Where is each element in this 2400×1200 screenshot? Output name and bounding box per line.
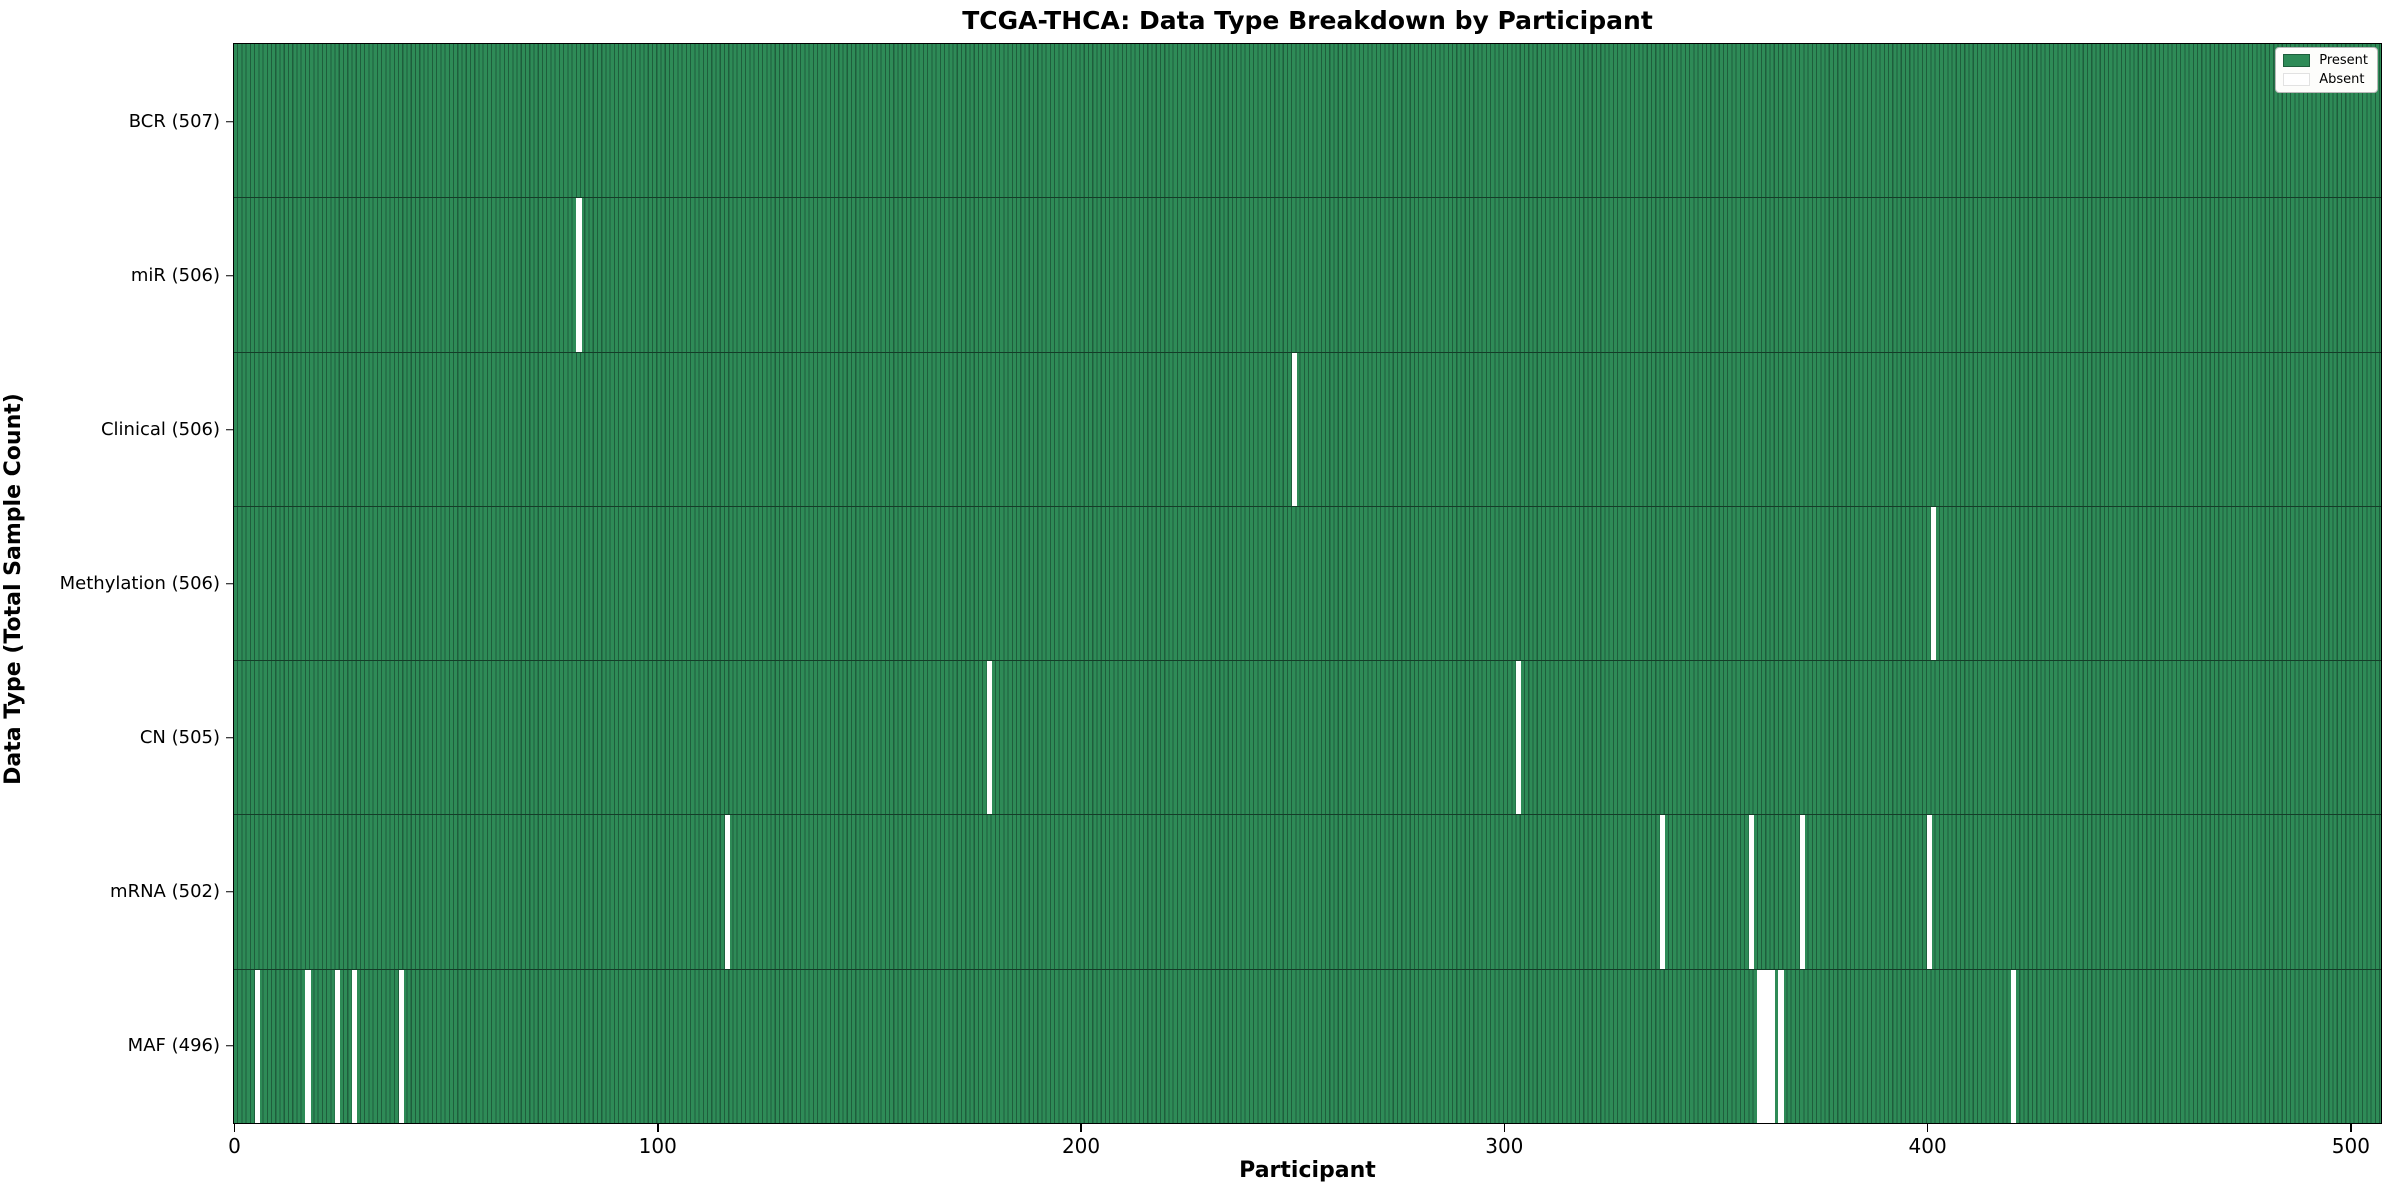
- absent-gap-mRNA-358: [1748, 815, 1755, 969]
- ytick-mark-miR: [226, 274, 233, 277]
- xtick-label-300: 300: [1485, 1134, 1524, 1158]
- row-mRNA: [234, 815, 2381, 970]
- row-MAF: [234, 969, 2381, 1123]
- absent-gap-MAF-5: [254, 969, 260, 1123]
- xtick-mark-400: [1926, 1124, 1929, 1132]
- ytick-label-Clinical: Clinical (506): [100, 418, 220, 440]
- ytick-mark-BCR: [226, 120, 233, 123]
- row-Methylation: [234, 506, 2381, 662]
- ytick-mark-mRNA: [226, 890, 233, 893]
- absent-gap-MAF-360: [1757, 969, 1763, 1123]
- absent-gap-MAF-17: [305, 969, 311, 1123]
- ytick-label-Methylation: Methylation (506): [59, 572, 220, 594]
- absent-gap-CN-303: [1516, 661, 1522, 815]
- ytick-label-miR: miR (506): [130, 264, 220, 286]
- ytick-label-mRNA: mRNA (502): [110, 880, 220, 902]
- ytick-mark-Methylation: [226, 582, 233, 585]
- xtick-mark-0: [233, 1124, 236, 1132]
- row-miR: [234, 198, 2381, 353]
- absent-gap-mRNA-370: [1799, 815, 1805, 969]
- row-Clinical: [234, 352, 2381, 507]
- absent-gap-Clinical-250: [1291, 352, 1297, 506]
- absent-gap-mRNA-116: [724, 815, 730, 969]
- ytick-mark-CN: [226, 736, 233, 739]
- xtick-label-100: 100: [638, 1134, 677, 1158]
- xtick-label-0: 0: [228, 1134, 241, 1158]
- absent-gap-MAF-361: [1761, 969, 1767, 1123]
- ytick-label-MAF: MAF (496): [127, 1034, 220, 1056]
- legend-label-present: Present: [2319, 53, 2368, 68]
- absent-gap-CN-178: [986, 661, 993, 815]
- absent-gap-MAF-28: [352, 969, 358, 1123]
- ytick-label-CN: CN (505): [139, 726, 220, 748]
- absent-gap-mRNA-400: [1926, 815, 1932, 969]
- absent-gap-MAF-24: [335, 969, 341, 1123]
- ytick-label-BCR: BCR (507): [128, 110, 220, 132]
- legend-label-absent: Absent: [2319, 72, 2365, 87]
- absent-gap-mRNA-337: [1659, 815, 1666, 969]
- ytick-mark-MAF: [226, 1044, 233, 1047]
- xtick-mark-200: [1080, 1124, 1082, 1132]
- xtick-mark-500: [2350, 1124, 2352, 1132]
- absent-gap-miR-81: [576, 198, 582, 352]
- absent-gap-MAF-363: [1769, 969, 1776, 1123]
- x-axis-title: Participant: [1239, 1158, 1376, 1183]
- legend: Present Absent: [2275, 47, 2378, 93]
- legend-swatch-present: [2283, 54, 2311, 67]
- xtick-mark-100: [657, 1124, 659, 1132]
- absent-gap-MAF-362: [1765, 969, 1771, 1123]
- plot-area: [233, 43, 2382, 1124]
- ytick-mark-Clinical: [226, 428, 233, 431]
- chart-title: TCGA-THCA: Data Type Breakdown by Partic…: [962, 6, 1653, 35]
- xtick-mark-300: [1503, 1124, 1506, 1132]
- legend-swatch-absent: [2283, 73, 2311, 86]
- legend-entry-present: Present: [2283, 53, 2368, 68]
- absent-gap-MAF-365: [1778, 969, 1784, 1123]
- absent-gap-MAF-420: [2011, 969, 2017, 1123]
- xtick-label-400: 400: [1908, 1134, 1947, 1158]
- absent-gap-MAF-39: [398, 969, 404, 1123]
- row-BCR: [234, 44, 2381, 199]
- absent-gap-Methylation-401: [1930, 506, 1937, 661]
- xtick-label-500: 500: [2331, 1134, 2370, 1158]
- legend-entry-absent: Absent: [2283, 72, 2368, 87]
- row-CN: [234, 661, 2381, 816]
- xtick-label-200: 200: [1061, 1134, 1101, 1158]
